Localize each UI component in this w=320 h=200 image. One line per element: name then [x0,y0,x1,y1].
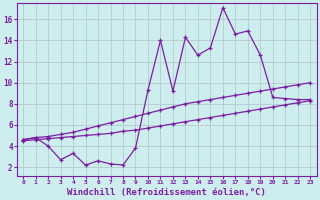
X-axis label: Windchill (Refroidissement éolien,°C): Windchill (Refroidissement éolien,°C) [67,188,266,197]
